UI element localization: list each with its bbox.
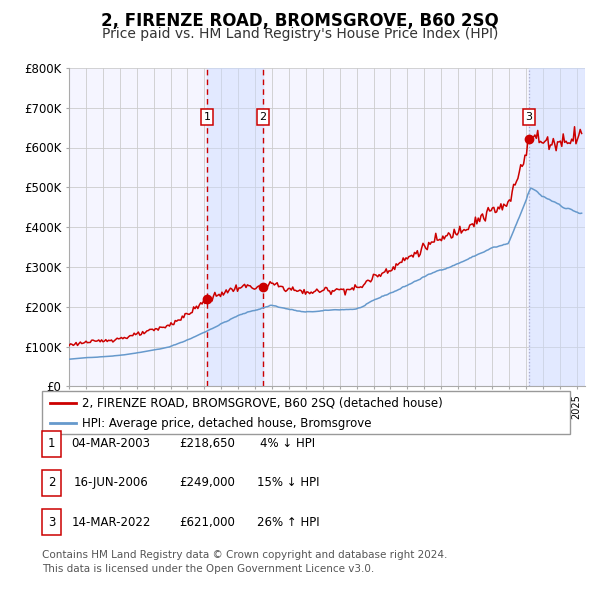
Text: 16-JUN-2006: 16-JUN-2006 <box>74 476 148 489</box>
Text: HPI: Average price, detached house, Bromsgrove: HPI: Average price, detached house, Brom… <box>82 417 371 430</box>
Bar <box>207 68 263 386</box>
Text: 3: 3 <box>526 112 533 122</box>
Text: Contains HM Land Registry data © Crown copyright and database right 2024.
This d: Contains HM Land Registry data © Crown c… <box>42 550 448 573</box>
Text: 04-MAR-2003: 04-MAR-2003 <box>71 437 151 450</box>
Text: 3: 3 <box>48 516 55 529</box>
FancyBboxPatch shape <box>42 391 570 434</box>
Text: 15% ↓ HPI: 15% ↓ HPI <box>257 476 319 489</box>
Text: 4% ↓ HPI: 4% ↓ HPI <box>260 437 316 450</box>
Text: 14-MAR-2022: 14-MAR-2022 <box>71 516 151 529</box>
Text: 2: 2 <box>259 112 266 122</box>
Text: 2, FIRENZE ROAD, BROMSGROVE, B60 2SQ: 2, FIRENZE ROAD, BROMSGROVE, B60 2SQ <box>101 12 499 30</box>
Text: Price paid vs. HM Land Registry's House Price Index (HPI): Price paid vs. HM Land Registry's House … <box>102 27 498 41</box>
Text: 1: 1 <box>204 112 211 122</box>
Text: 1: 1 <box>48 437 55 450</box>
Text: £621,000: £621,000 <box>179 516 235 529</box>
Text: 2: 2 <box>48 476 55 489</box>
Text: 2, FIRENZE ROAD, BROMSGROVE, B60 2SQ (detached house): 2, FIRENZE ROAD, BROMSGROVE, B60 2SQ (de… <box>82 396 442 409</box>
Text: 26% ↑ HPI: 26% ↑ HPI <box>257 516 319 529</box>
Bar <box>529 68 585 386</box>
Text: £249,000: £249,000 <box>179 476 235 489</box>
Text: £218,650: £218,650 <box>179 437 235 450</box>
